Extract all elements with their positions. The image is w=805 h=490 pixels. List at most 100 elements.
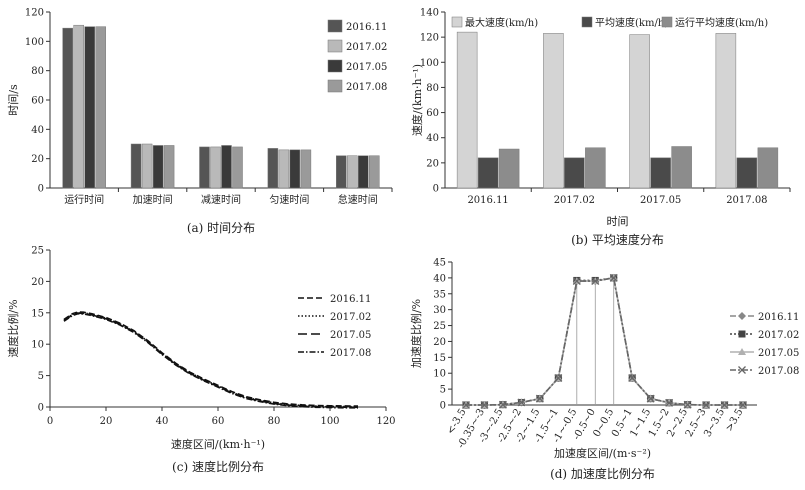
x-tick-label: 20	[100, 416, 113, 427]
y-axis-title: 速度/(km·h⁻¹)	[410, 64, 424, 136]
legend-marker	[738, 312, 746, 320]
x-tick-label: 2016.11	[467, 195, 508, 206]
chart-a: 0 20 40 60 80 100 120 运行时间 加速时间 减速时间 匀速时间 怠速时间 时间/s (…	[7, 8, 393, 235]
data-point	[480, 401, 489, 409]
bar-a-2016.11	[62, 27, 73, 189]
y-tick-label: 100	[25, 37, 44, 48]
y-tick-label: 80	[31, 66, 44, 77]
x-tick-label: 100	[320, 416, 339, 427]
data-point	[739, 401, 747, 409]
y-tick-label: 120	[420, 33, 439, 44]
chart-b: 0 20 40 60 80 100 120 140 2016.11 2017.02 2017.05 2…	[410, 8, 791, 247]
bar-a-2017.02	[210, 146, 221, 189]
legend-label: 运行平均速度(km/h)	[675, 16, 768, 29]
x-tick-label: 2017.05	[640, 195, 681, 206]
data-point	[646, 394, 655, 403]
legend-swatch	[327, 79, 343, 93]
y-tick-label: 10	[31, 340, 44, 351]
bar-a-2017.05	[358, 155, 369, 189]
legend-swatch	[451, 16, 463, 28]
x-tick-label: 80	[268, 416, 281, 427]
chart-caption: (d) 加速度比例分布	[550, 466, 655, 481]
y-tick-label: 140	[420, 8, 439, 19]
y-axis-title: 时间/s	[7, 84, 20, 116]
series-line-2017.08	[466, 276, 743, 406]
series-line-2017.08	[63, 312, 359, 409]
x-axis-title: 加速度区间/(m·s⁻²)	[554, 446, 651, 460]
bar-a-2017.05	[221, 145, 232, 189]
data-point	[628, 374, 637, 382]
bar-b-最大速度(km/h)	[456, 31, 478, 189]
y-tick-label: 35	[433, 289, 446, 300]
data-point	[609, 273, 618, 282]
y-tick-label: 60	[426, 108, 439, 119]
legend-label: 2016.11	[346, 22, 387, 33]
x-tick-label: 0	[47, 416, 53, 427]
series-line-2016.11	[63, 311, 359, 407]
series-line-2017.02	[466, 276, 743, 406]
x-axis-title: 速度区间/(km·h⁻¹)	[171, 437, 265, 451]
bar-a-2016.11	[267, 148, 279, 189]
y-tick-label: 10	[433, 369, 446, 380]
y-tick-label: 25	[433, 321, 446, 332]
bar-b-平均速度(km/h)	[477, 157, 499, 189]
data-point	[554, 374, 563, 382]
bar-a-2017.08	[95, 26, 106, 189]
chart-c: 0 5 10 15 20 25 0 20 40 60 80 100 120 速度比例/% 速度区间/(km·…	[6, 246, 396, 475]
y-tick-label: 25	[31, 246, 44, 257]
legend-marker	[738, 366, 746, 374]
x-tick-label: 匀速时间	[269, 193, 309, 206]
bar-a-2016.11	[199, 146, 210, 189]
x-tick-label: 加速时间	[133, 193, 173, 206]
bar-b-运行平均速度(km/h)	[498, 148, 520, 189]
data-point	[591, 277, 600, 286]
y-tick-label: 30	[433, 305, 446, 316]
x-tick-label: 减速时间	[201, 193, 241, 206]
legend-label: 2017.02	[330, 312, 371, 323]
data-point	[572, 277, 581, 286]
series-line-2017.05	[466, 276, 743, 406]
legend-label: 2017.02	[346, 42, 387, 53]
y-tick-label: 100	[420, 58, 439, 69]
bar-b-最大速度(km/h)	[629, 34, 650, 189]
x-tick-label: 运行时间	[64, 193, 104, 206]
y-tick-label: 15	[433, 353, 446, 364]
legend-label: 2017.08	[330, 348, 371, 359]
bar-b-运行平均速度(km/h)	[585, 147, 606, 189]
data-point	[720, 401, 729, 409]
bar-b-平均速度(km/h)	[564, 157, 585, 189]
bar-a-2017.08	[232, 146, 243, 189]
data-point	[498, 400, 507, 409]
x-axis-title: 时间	[607, 215, 629, 228]
legend-label: 2017.02	[758, 330, 799, 341]
x-tick-label: 怠速时间	[338, 193, 378, 206]
x-tick-label: 120	[376, 416, 395, 427]
y-tick-label: 20	[31, 277, 44, 288]
bar-b-运行平均速度(km/h)	[671, 146, 692, 189]
x-tick-label: 2017.08	[726, 195, 767, 206]
y-tick-label: 80	[426, 83, 439, 94]
chart-d: 051015202530354045<-3.5-0.35~-3-3~-2.5-2…	[409, 258, 799, 482]
bar-a-2017.08	[163, 145, 175, 189]
bar-a-2017.05	[84, 26, 95, 189]
bar-a-2017.02	[278, 149, 290, 189]
series-line-2017.05	[63, 312, 359, 409]
bar-a-2017.02	[73, 24, 84, 189]
bar-a-2017.02	[141, 143, 153, 189]
data-point	[462, 401, 470, 409]
y-tick-label: 40	[31, 125, 44, 136]
series-line-2017.02	[63, 311, 359, 408]
series-line-2016.11	[466, 276, 743, 406]
y-tick-label: 45	[433, 258, 446, 269]
y-tick-label: 0	[440, 401, 446, 412]
data-point	[683, 400, 692, 409]
legend-label: 2017.08	[758, 366, 799, 377]
bar-a-2017.08	[300, 149, 312, 189]
legend-swatch	[327, 39, 343, 53]
legend-marker	[738, 330, 746, 338]
data-point	[702, 401, 711, 409]
data-point	[535, 394, 544, 403]
x-tick-label: 60	[212, 416, 225, 427]
bar-b-最大速度(km/h)	[715, 33, 737, 189]
